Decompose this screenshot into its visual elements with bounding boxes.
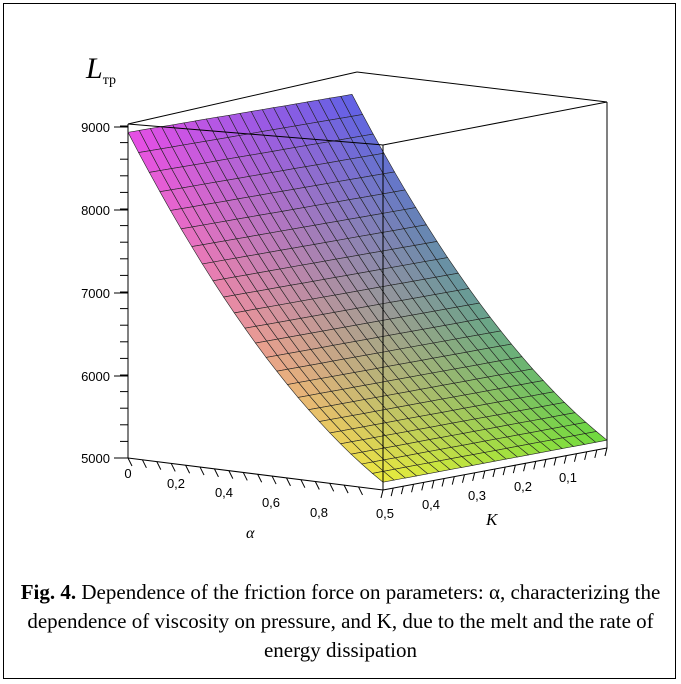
k-minor-tick <box>533 461 537 470</box>
k-minor-tick <box>573 453 577 462</box>
alpha-minor-tick <box>358 486 363 496</box>
k-minor-tick <box>523 463 527 472</box>
k-tick-label: 0,4 <box>422 497 440 512</box>
k-minor-tick <box>400 486 404 495</box>
k-axis-label: K <box>485 510 499 529</box>
k-tick-label: 0,5 <box>376 506 394 521</box>
alpha-minor-tick <box>141 459 147 469</box>
alpha-tick-label: 0 <box>124 466 131 481</box>
k-minor-tick <box>584 451 588 460</box>
k-minor-tick <box>431 480 435 489</box>
alpha-minor-tick <box>343 484 349 494</box>
k-minor-tick <box>492 468 496 478</box>
k-minor-tick <box>563 455 567 464</box>
k-minor-tick <box>451 476 455 485</box>
alpha-minor-tick <box>170 463 176 472</box>
box-back-edges <box>127 71 608 491</box>
caption-text: Dependence of the friction force on para… <box>27 580 661 662</box>
alpha-minor-tick <box>329 483 335 492</box>
alpha-minor-tick <box>156 461 162 470</box>
box-edge <box>356 71 608 103</box>
z-tick-label: 6000 <box>81 369 110 384</box>
k-minor-tick <box>512 465 516 474</box>
surface-cell <box>584 431 608 443</box>
alpha-minor-tick <box>127 457 133 467</box>
k-tick-label: 0,2 <box>514 479 532 494</box>
box-edge <box>127 123 384 146</box>
k-minor-tick <box>472 472 476 481</box>
k-minor-tick <box>553 457 557 466</box>
alpha-minor-tick <box>300 479 306 488</box>
figure-caption: Fig. 4. Dependence of the friction force… <box>8 578 673 665</box>
k-minor-tick <box>461 474 465 483</box>
k-minor-tick <box>482 470 486 480</box>
z-tick-label: 5000 <box>81 451 110 466</box>
z-axis-ticks: 5000 6000 7000 8000 9000 <box>81 120 128 466</box>
k-minor-tick <box>594 449 598 459</box>
figure-frame <box>3 3 676 679</box>
alpha-minor-tick <box>213 468 219 478</box>
alpha-axis-ticks: 0 0,2 0,4 0,6 0,8 <box>124 457 363 520</box>
k-minor-tick <box>421 482 425 491</box>
alpha-minor-tick <box>314 481 320 490</box>
z-tick-label: 9000 <box>81 120 110 135</box>
alpha-tick-label: 0,2 <box>167 476 185 491</box>
box-edge <box>127 457 384 491</box>
caption-label: Fig. 4. <box>20 580 77 604</box>
k-minor-tick <box>604 447 608 457</box>
alpha-minor-tick <box>185 465 191 474</box>
z-tick-label: 8000 <box>81 203 110 218</box>
k-minor-tick <box>411 484 415 493</box>
box-edge <box>127 71 358 125</box>
surface-mesh <box>127 93 608 483</box>
alpha-minor-tick <box>271 475 277 485</box>
k-minor-tick <box>441 478 445 487</box>
alpha-minor-tick <box>257 474 263 483</box>
k-tick-label: 0,1 <box>559 470 577 485</box>
alpha-minor-tick <box>199 466 205 476</box>
alpha-minor-tick <box>242 472 248 481</box>
z-axis-label: Lтр <box>85 52 116 88</box>
box-edge <box>382 101 608 146</box>
alpha-tick-label: 0,4 <box>215 485 233 500</box>
box-front-edges <box>127 101 608 490</box>
k-minor-tick <box>502 466 506 476</box>
alpha-tick-label: 0,6 <box>262 495 280 510</box>
k-tick-label: 0,3 <box>468 488 486 503</box>
alpha-axis-label: α <box>246 525 255 542</box>
k-axis-ticks: 0,5 0,4 0,3 0,2 0,1 <box>376 447 608 521</box>
k-minor-tick <box>543 459 547 468</box>
alpha-tick-label: 0,8 <box>310 505 328 520</box>
k-minor-tick <box>390 487 394 497</box>
alpha-minor-tick <box>286 477 291 487</box>
z-tick-label: 7000 <box>81 286 110 301</box>
alpha-minor-tick <box>228 470 234 479</box>
k-minor-tick <box>380 489 384 499</box>
